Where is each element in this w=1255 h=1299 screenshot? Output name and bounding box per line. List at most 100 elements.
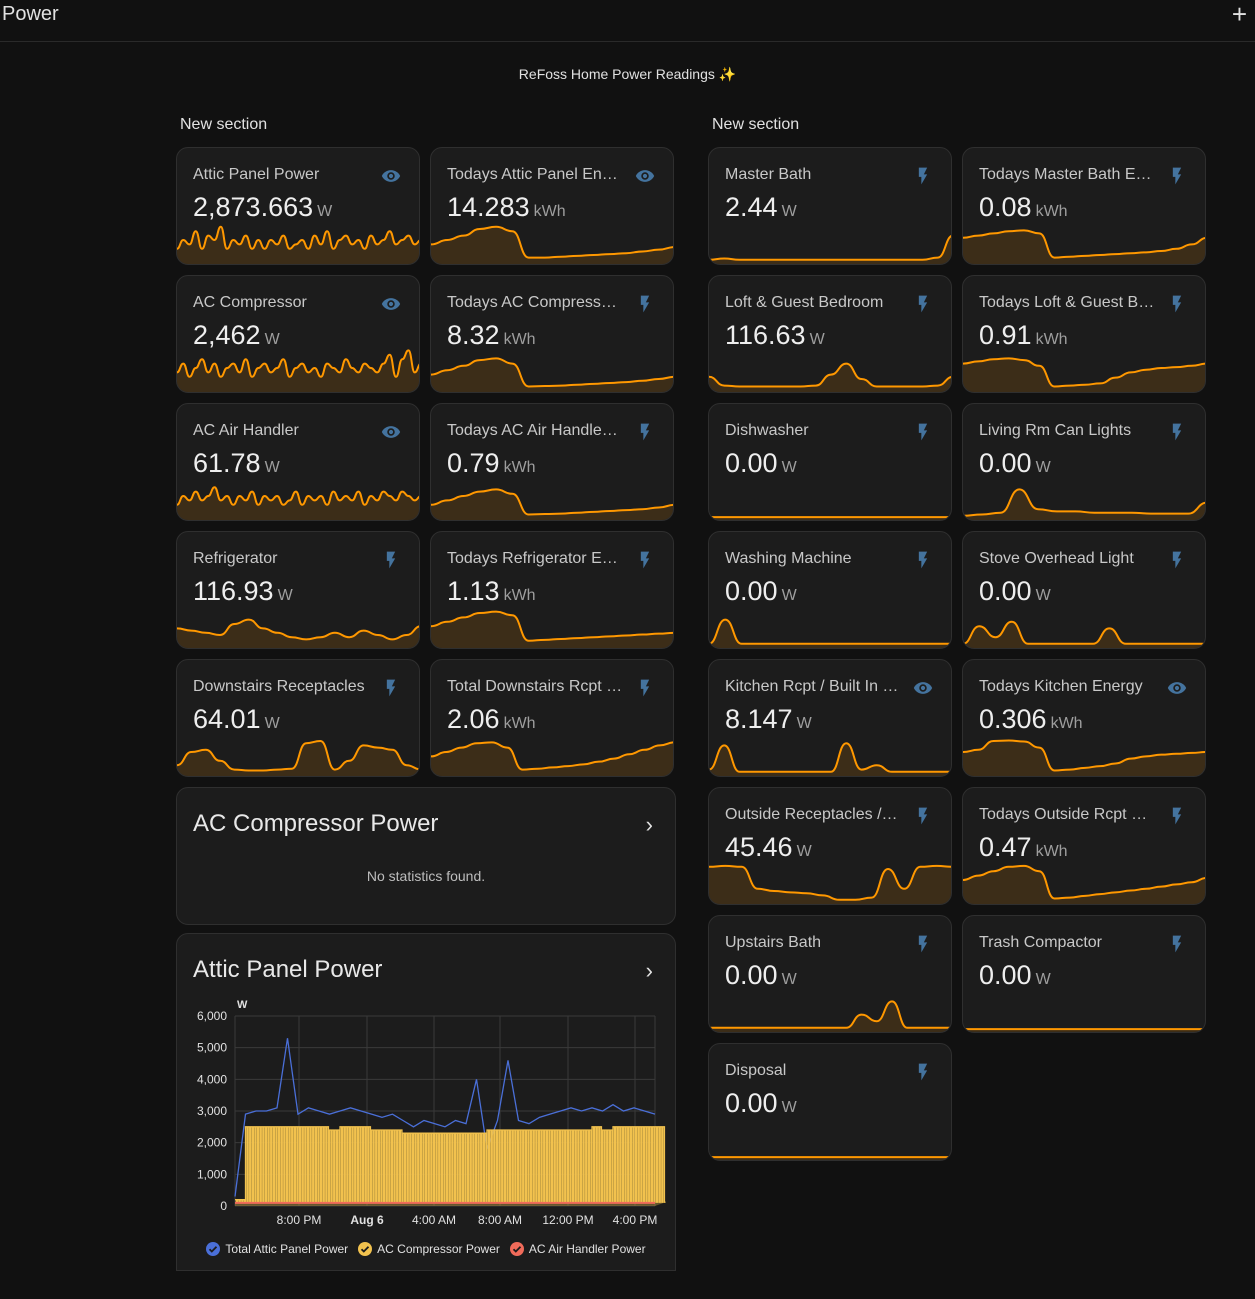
tile-name: Todays AC Air Handler Energy	[447, 422, 623, 439]
tile-name: Total Downstairs Rcpt Energy	[447, 678, 623, 695]
sparkline-line	[177, 225, 419, 250]
flash-icon	[1165, 934, 1189, 954]
sparkline-line	[709, 362, 951, 388]
tile-name: Trash Compactor	[979, 934, 1102, 951]
tile-dishwasher[interactable]: Dishwasher 0.00 W	[708, 403, 952, 521]
sparkline	[963, 739, 1205, 776]
tile-name: Todays Refrigerator Energy	[447, 550, 623, 567]
tile-value: 0.00 W	[979, 448, 1051, 478]
tile-name: Disposal	[725, 1062, 787, 1079]
tile-value: 1.13 kWh	[447, 576, 536, 606]
tile-unit: kWh	[1035, 203, 1068, 220]
flash-icon	[379, 550, 403, 570]
tile-todays-attic-panel-energy[interactable]: Todays Attic Panel Energy 14.283 kWh	[430, 147, 674, 265]
tile-value: 61.78 W	[193, 448, 280, 478]
tile-living-rm-can-lights[interactable]: Living Rm Can Lights 0.00 W	[962, 403, 1206, 521]
sparkline-area	[963, 358, 1205, 392]
sparkline-area	[431, 742, 673, 776]
tile-value: 0.00 W	[979, 960, 1051, 990]
tile-washing-machine[interactable]: Washing Machine 0.00 W	[708, 531, 952, 649]
chart-legend: Total Attic Panel Power AC Compressor Pow…	[177, 1242, 675, 1256]
page-heading: ReFoss Home Power Readings ✨	[518, 66, 737, 82]
tile-unit: W	[1035, 971, 1051, 988]
flash-icon	[633, 678, 657, 698]
tile-name: Todays Loft & Guest Bdrm Energy	[979, 294, 1155, 311]
sparkline	[431, 488, 673, 520]
check-circle-icon	[206, 1242, 221, 1256]
tile-master-bath[interactable]: Master Bath 2.44 W	[708, 147, 952, 265]
sparkline	[431, 741, 673, 776]
sparkline-line	[963, 488, 1205, 517]
sparkline-area	[709, 619, 951, 648]
tile-ac-air-handler[interactable]: AC Air Handler 61.78 W	[176, 403, 420, 521]
sparkline-line	[177, 618, 419, 641]
tile-attic-panel-power[interactable]: Attic Panel Power 2,873.663 W	[176, 147, 420, 265]
tile-name: Refrigerator	[193, 550, 278, 567]
flash-icon	[911, 934, 935, 954]
tile-refrigerator[interactable]: Refrigerator 116.93 W	[176, 531, 420, 649]
tile-value: 14.283 kWh	[447, 192, 566, 222]
sparkline	[709, 1156, 951, 1160]
sparkline-line	[431, 610, 673, 642]
flash-icon	[911, 1062, 935, 1082]
sparkline-area	[177, 350, 419, 392]
tile-downstairs-receptacles[interactable]: Downstairs Receptacles 64.01 W	[176, 659, 420, 777]
tile-todays-refrigerator[interactable]: Todays Refrigerator Energy 1.13 kWh	[430, 531, 674, 649]
y-tick-label: 3,000	[197, 1104, 227, 1118]
tile-outside-receptacles[interactable]: Outside Receptacles / Flood Lights 45.46W	[708, 787, 952, 905]
sparkline-line	[431, 357, 673, 388]
sparkline	[963, 357, 1205, 392]
flash-icon	[1165, 294, 1189, 314]
series-line-1	[235, 1126, 666, 1203]
sparkline	[709, 618, 951, 648]
flash-icon	[1165, 166, 1189, 186]
tile-ac-compressor[interactable]: AC Compressor 2,462 W	[176, 275, 420, 393]
chevron-right-icon[interactable]: ›	[645, 812, 653, 837]
flash-icon	[911, 422, 935, 442]
tile-unit: W	[264, 459, 280, 476]
tile-unit: kWh	[533, 203, 566, 220]
flash-icon	[911, 166, 935, 186]
plus-icon[interactable]: +	[1231, 0, 1247, 29]
chevron-right-icon[interactable]: ›	[645, 958, 653, 983]
sparkline-line	[963, 229, 1205, 259]
tile-unit: W	[796, 715, 812, 732]
tile-unit: W	[781, 203, 797, 220]
tile-loft-guest-bedroom[interactable]: Loft & Guest Bedroom 116.63 W	[708, 275, 952, 393]
tile-disposal[interactable]: Disposal 0.00 W	[708, 1043, 952, 1161]
legend-item[interactable]: Total Attic Panel Power	[206, 1242, 348, 1256]
y-tick-label: 2,000	[197, 1136, 227, 1150]
tile-upstairs-bath[interactable]: Upstairs Bath 0.00 W	[708, 915, 952, 1033]
tile-name: Dishwasher	[725, 422, 809, 439]
sparkline	[963, 864, 1205, 904]
sparkline-line	[177, 349, 419, 378]
sparkline-line	[709, 1000, 951, 1029]
tile-name: Living Rm Can Lights	[979, 422, 1132, 439]
sparkline	[963, 229, 1205, 264]
tile-stove-overhead-light[interactable]: Stove Overhead Light 0.00 W	[962, 531, 1206, 649]
sparkline	[431, 610, 673, 648]
y-tick-label: 1,000	[197, 1167, 227, 1181]
tile-unit: W	[1035, 459, 1051, 476]
flash-icon	[911, 294, 935, 314]
sparkline-line	[709, 235, 951, 261]
x-tick-label: 12:00 PM	[542, 1213, 593, 1227]
tile-value: 0.08 kWh	[979, 192, 1068, 222]
legend-item[interactable]: AC Compressor Power	[358, 1242, 500, 1256]
legend-item[interactable]: AC Air Handler Power	[509, 1242, 646, 1256]
tile-name: Upstairs Bath	[725, 934, 822, 951]
tile-trash-compactor[interactable]: Trash Compactor 0.00 W	[962, 915, 1206, 1033]
attic-panel-power-card: Attic Panel Power › 6,000 5,000 4,000 3,000…	[176, 933, 676, 1271]
flash-icon	[1165, 422, 1189, 442]
sparkline-line	[963, 620, 1205, 645]
tile-todays-kitchen[interactable]: Todays Kitchen Energy 0.306 kWh	[962, 659, 1206, 777]
tile-name: Attic Panel Power	[193, 166, 320, 183]
flash-icon	[633, 422, 657, 442]
